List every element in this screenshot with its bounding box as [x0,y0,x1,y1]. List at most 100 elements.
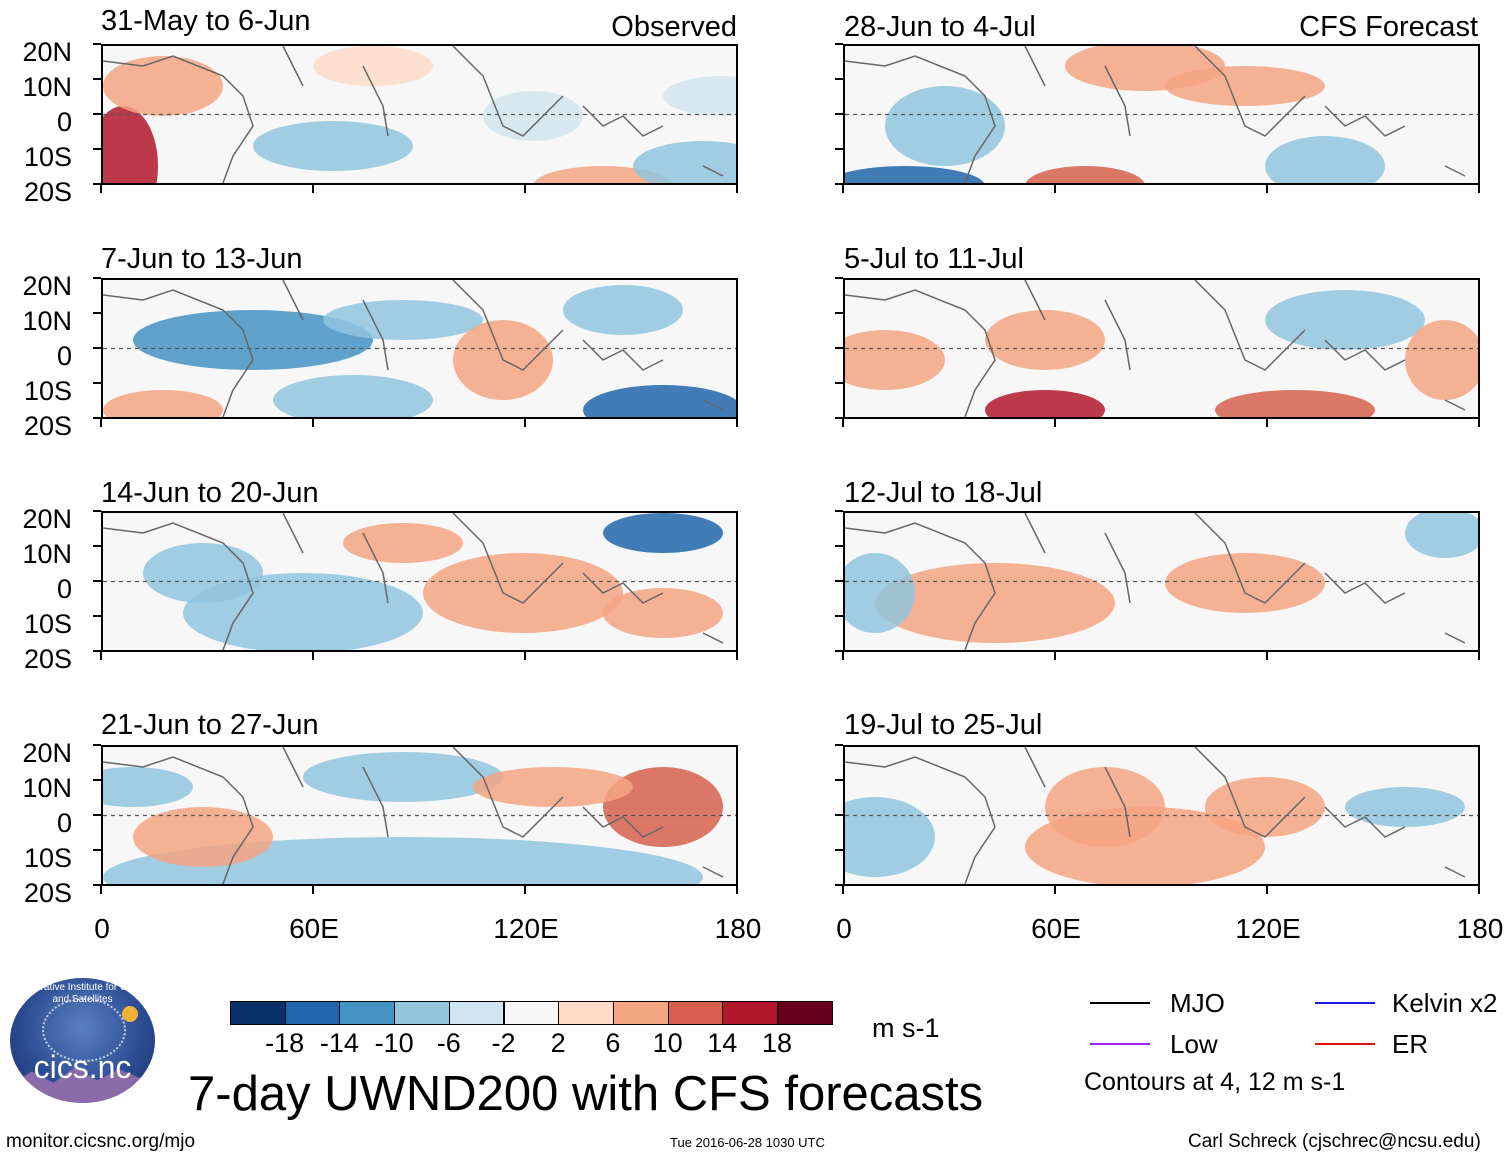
legend-label-kelvin: Kelvin x2 [1392,988,1498,1018]
anomaly-region [663,76,736,116]
colorbar-label: 14 [707,1028,738,1058]
anomaly-region [1165,66,1325,106]
x-axis-label: 180 [714,913,762,944]
x-axis-label: 120E [1235,913,1301,944]
y-tick [835,615,843,617]
panel-plot [845,513,1478,650]
y-axis-label: 10S [23,142,72,172]
panel-plot [845,747,1478,884]
y-tick [835,148,843,150]
x-tick [312,185,314,193]
x-axis-label: 60E [1031,913,1081,944]
panel-title: 14-Jun to 20-Jun [101,477,319,509]
y-tick [835,510,843,512]
y-tick [835,884,843,886]
y-tick [835,814,843,816]
coastline [103,747,724,884]
x-axis-label: 0 [836,913,852,944]
panel-plot [103,280,736,417]
x-axis-label: 180 [1456,913,1504,944]
y-tick [835,382,843,384]
colorbar-label: -14 [319,1028,359,1058]
anomaly-region [845,330,945,390]
legend-swatch-er [1315,1043,1375,1045]
colorbar-units: m s-1 [872,1013,940,1043]
anomaly-region [1165,553,1325,613]
x-tick [312,652,314,660]
y-tick [93,814,101,816]
x-tick [524,652,526,660]
coastline [103,46,724,183]
panel-plot [845,46,1478,183]
footer-url[interactable]: monitor.cicsnc.org/mjo [6,1131,196,1152]
legend-label-er: ER [1392,1029,1429,1059]
y-tick [835,78,843,80]
x-tick [736,185,738,193]
colorbar-box [777,1001,833,1025]
y-tick [93,884,101,886]
x-tick [1478,419,1480,427]
colorbar-label: 18 [761,1028,793,1058]
y-tick [835,183,843,185]
coastline [845,280,1466,417]
x-tick [1478,886,1480,894]
y-axis-label: 20S [23,411,72,441]
anomaly-region [1345,787,1465,827]
panel-plot [103,513,736,650]
anomaly-region [845,166,985,183]
map-panel [101,278,738,419]
anomaly-region [303,752,503,802]
y-tick [93,417,101,419]
y-axis-label: 20S [23,177,72,207]
anomaly-region [985,390,1105,417]
panel-plot [845,280,1478,417]
colorbar-label: 2 [550,1028,566,1058]
coastline [103,513,724,650]
y-tick [93,113,101,115]
colorbar-box [503,1001,560,1025]
y-axis-label: 10S [23,609,72,639]
colorbar-box [612,1001,669,1025]
y-axis-label: 20S [23,644,72,674]
y-tick [93,183,101,185]
coastline [845,747,1466,884]
colorbar-box [448,1001,505,1025]
x-tick [1054,652,1056,660]
anomaly-region [323,300,483,340]
map-panel [101,745,738,886]
map-panel [843,511,1480,652]
y-tick [93,650,101,652]
contour-note: Contours at 4, 12 m s-1 [1084,1068,1346,1096]
anomaly-region [253,121,413,171]
x-tick [1054,419,1056,427]
x-tick [100,652,102,660]
anomaly-region [103,767,193,807]
anomaly-region [1265,290,1425,350]
x-tick [842,419,844,427]
y-tick [93,779,101,781]
colorbar-box [667,1001,724,1025]
panel-title: 12-Jul to 18-Jul [844,477,1043,509]
x-tick [1478,185,1480,193]
x-tick [736,419,738,427]
y-tick [93,382,101,384]
colorbar-label: 6 [605,1028,621,1058]
y-tick [835,277,843,279]
x-tick [1266,886,1268,894]
coastline [845,513,1466,650]
anomaly-region [133,807,273,867]
x-axis-label: 120E [493,913,559,944]
y-axis-label: 0 [56,808,72,838]
y-tick [835,650,843,652]
y-axis-label: 10N [22,306,72,336]
panel-title: 31-May to 6-Jun [101,5,311,37]
y-tick [93,312,101,314]
anomaly-region [985,310,1105,370]
anomaly-region [1025,166,1145,183]
footer-credit: Carl Schreck (cjschrec@ncsu.edu) [1188,1131,1481,1152]
anomaly-region [473,767,633,807]
x-tick [842,886,844,894]
cics-logo: Cooperative Institute for Climate and Sa… [10,978,155,1103]
y-tick [93,849,101,851]
x-tick [312,419,314,427]
